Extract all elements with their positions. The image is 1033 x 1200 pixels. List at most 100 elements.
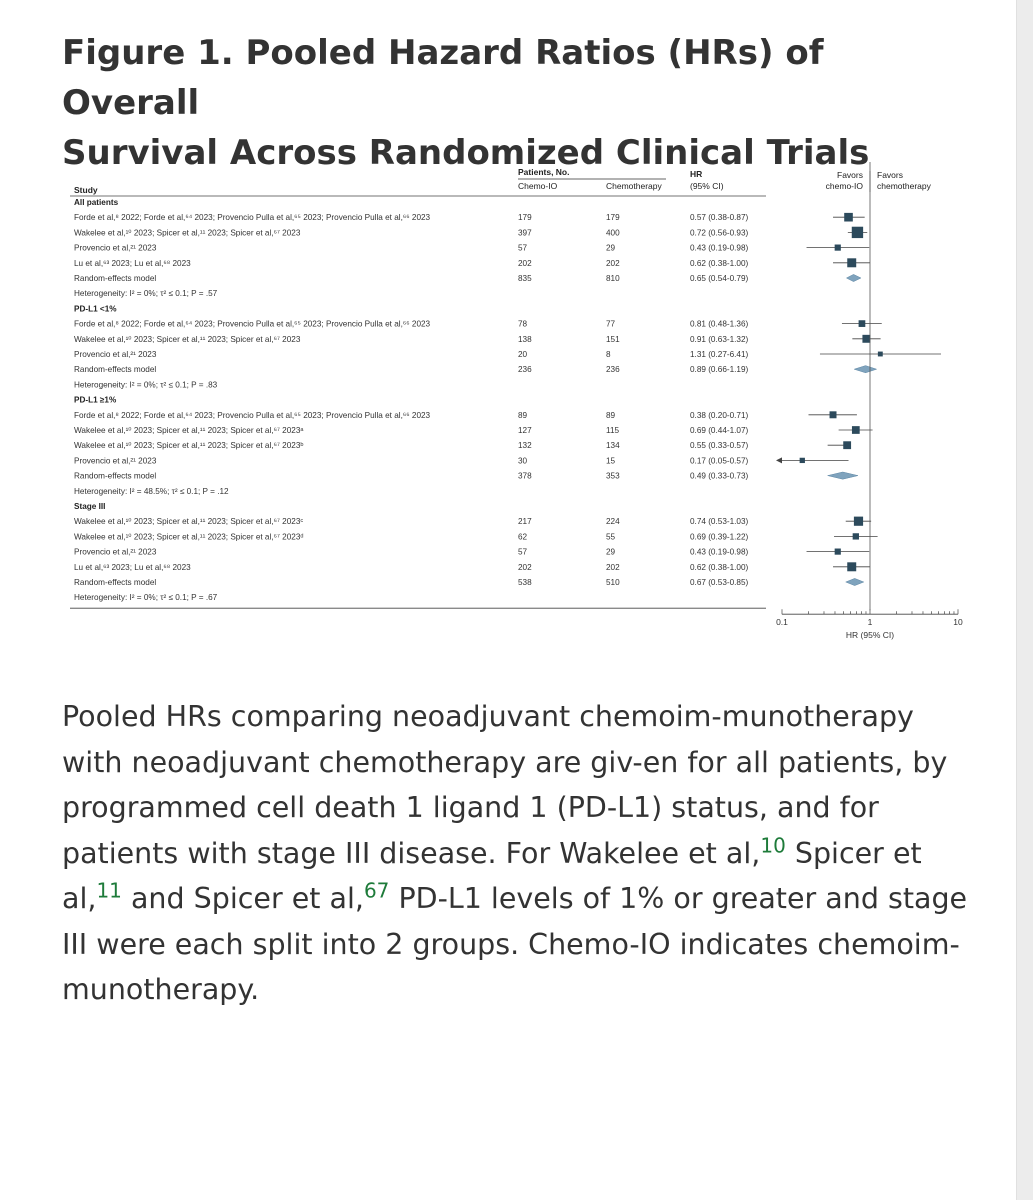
study-label: Wakelee et al,¹⁰ 2023; Spicer et al,¹¹ 2…	[74, 335, 301, 344]
chemotherapy-count: 115	[606, 426, 619, 435]
hr-ci-value: 0.43 (0.19-0.98)	[690, 548, 749, 557]
caption-text-1: Pooled HRs comparing neoadjuvant chemoim…	[62, 700, 948, 870]
table-rows: All patients Forde et al,⁸ 2022; Forde et…	[70, 198, 766, 609]
hr-ci-value: 0.62 (0.38-1.00)	[690, 563, 749, 572]
study-label: Wakelee et al,¹⁰ 2023; Spicer et al,¹¹ 2…	[74, 426, 304, 435]
study-label: Forde et al,⁸ 2022; Forde et al,⁶⁴ 2023;…	[74, 320, 431, 329]
hr-ci-value: 0.91 (0.63-1.32)	[690, 335, 749, 344]
hr-ci-value: 0.49 (0.33-0.73)	[690, 472, 749, 481]
chemo-io-count: 538	[518, 578, 532, 587]
subgroup-label: All patients	[74, 198, 119, 207]
figure-title-line-1: Figure 1. Pooled Hazard Ratios (HRs) of …	[62, 33, 824, 123]
chemotherapy-count: 353	[606, 472, 620, 481]
header-favors-right-2: chemotherapy	[877, 181, 932, 191]
study-label: Wakelee et al,¹⁰ 2023; Spicer et al,¹¹ 2…	[74, 532, 304, 541]
caption-ref-11[interactable]: 11	[96, 878, 122, 903]
hr-ci-value: 0.65 (0.54-0.79)	[690, 274, 749, 283]
chemo-io-count: 202	[518, 259, 532, 268]
pooled-diamond	[853, 365, 878, 374]
hr-marker	[877, 351, 883, 357]
study-label: Lu et al,⁶³ 2023; Lu et al,⁶⁸ 2023	[74, 563, 191, 572]
header-hr-ci: (95% CI)	[690, 181, 724, 191]
header-patients-no: Patients, No.	[518, 167, 569, 177]
hr-marker	[851, 226, 864, 239]
chemotherapy-count: 89	[606, 411, 616, 420]
hr-ci-value: 0.62 (0.38-1.00)	[690, 259, 749, 268]
caption-ref-67[interactable]: 67	[363, 878, 390, 903]
study-label: Lu et al,⁶³ 2023; Lu et al,⁶⁸ 2023	[74, 259, 191, 268]
ci-arrow	[776, 457, 782, 464]
figure-caption: Pooled HRs comparing neoadjuvant chemoim…	[62, 694, 972, 1013]
hr-ci-value: 0.74 (0.53-1.03)	[690, 517, 749, 526]
hr-marker	[799, 457, 805, 464]
hr-marker	[858, 320, 866, 327]
hr-marker	[844, 212, 853, 222]
hr-marker	[834, 548, 841, 555]
chemotherapy-count: 8	[606, 350, 611, 359]
chemo-io-count: 78	[518, 320, 528, 329]
hr-ci-value: 0.43 (0.19-0.98)	[690, 244, 749, 253]
forest-plot-figure: Patients, No. Chemo-IO Chemotherapy HR (…	[66, 162, 976, 652]
hr-marker	[851, 426, 860, 434]
study-label: Wakelee et al,¹⁰ 2023; Spicer et al,¹¹ 2…	[74, 441, 304, 450]
chemotherapy-count: 202	[606, 259, 620, 268]
chemotherapy-count: 236	[606, 365, 620, 374]
chemo-io-count: 138	[518, 335, 532, 344]
caption-text-4: PD-L1 levels of 1% or greater and stage …	[62, 882, 968, 1006]
hr-marker	[843, 441, 852, 450]
chemotherapy-count: 224	[606, 517, 620, 526]
chemotherapy-count: 29	[606, 244, 616, 253]
pooled-diamond	[845, 578, 865, 586]
chemo-io-count: 202	[518, 563, 532, 572]
chemo-io-count: 397	[518, 228, 532, 237]
hr-ci-value: 0.69 (0.44-1.07)	[690, 426, 749, 435]
hr-marker	[853, 516, 864, 526]
tick-label: 1	[868, 617, 873, 627]
header-favors-left-1: Favors	[837, 170, 863, 180]
header-favors-right-1: Favors	[877, 170, 903, 180]
figure-title-line-2: Survival Across Randomized Clinical Tria…	[62, 133, 870, 173]
hr-marker	[847, 562, 857, 572]
x-axis: 0.1 1 10 HR (95% CI)	[776, 609, 963, 640]
chemo-io-count: 132	[518, 441, 532, 450]
chemo-io-count: 57	[518, 244, 528, 253]
chemotherapy-count: 29	[606, 548, 616, 557]
hr-ci-value: 0.57 (0.38-0.87)	[690, 213, 749, 222]
study-label: Provencio et al,²¹ 2023	[74, 350, 157, 359]
chemo-io-count: 179	[518, 213, 532, 222]
chemotherapy-count: 15	[606, 456, 616, 465]
hr-marker	[862, 334, 871, 343]
heterogeneity-stat: Heterogeneity: I² = 0%; τ² ≤ 0.1; P = .6…	[74, 593, 218, 602]
subgroup-label: PD-L1 ≥1%	[74, 396, 117, 405]
hr-marker	[834, 244, 841, 251]
study-label: Forde et al,⁸ 2022; Forde et al,⁶⁴ 2023;…	[74, 411, 431, 420]
chemo-io-count: 835	[518, 274, 532, 283]
tick-label: 0.1	[776, 617, 788, 627]
page-scrollbar[interactable]	[1016, 0, 1033, 1200]
hr-marker	[829, 411, 837, 419]
tick-label: 10	[953, 617, 963, 627]
plot-area	[776, 162, 942, 611]
study-label: Wakelee et al,¹⁰ 2023; Spicer et al,¹¹ 2…	[74, 517, 303, 526]
chemotherapy-count: 202	[606, 563, 620, 572]
hr-ci-value: 0.81 (0.48-1.36)	[690, 320, 749, 329]
pooled-diamond	[845, 274, 862, 282]
chemotherapy-count: 400	[606, 228, 620, 237]
heterogeneity-stat: Heterogeneity: I² = 0%; τ² ≤ 0.1; P = .8…	[74, 380, 218, 389]
chemotherapy-count: 510	[606, 578, 620, 587]
model-label: Random-effects model	[74, 365, 156, 374]
hr-marker	[852, 533, 859, 540]
x-axis-title: HR (95% CI)	[846, 630, 894, 640]
chemotherapy-count: 77	[606, 320, 616, 329]
chemo-io-count: 57	[518, 548, 528, 557]
chemotherapy-count: 179	[606, 213, 620, 222]
caption-ref-10[interactable]: 10	[760, 833, 786, 857]
hr-ci-value: 0.69 (0.39-1.22)	[690, 532, 749, 541]
model-label: Random-effects model	[74, 274, 156, 283]
chemotherapy-count: 810	[606, 274, 620, 283]
heterogeneity-stat: Heterogeneity: I² = 0%; τ² ≤ 0.1; P = .5…	[74, 289, 218, 298]
chemotherapy-count: 55	[606, 532, 616, 541]
forest-plot: Patients, No. Chemo-IO Chemotherapy HR (…	[70, 162, 963, 640]
chemo-io-count: 127	[518, 426, 532, 435]
hr-ci-value: 0.55 (0.33-0.57)	[690, 441, 749, 450]
